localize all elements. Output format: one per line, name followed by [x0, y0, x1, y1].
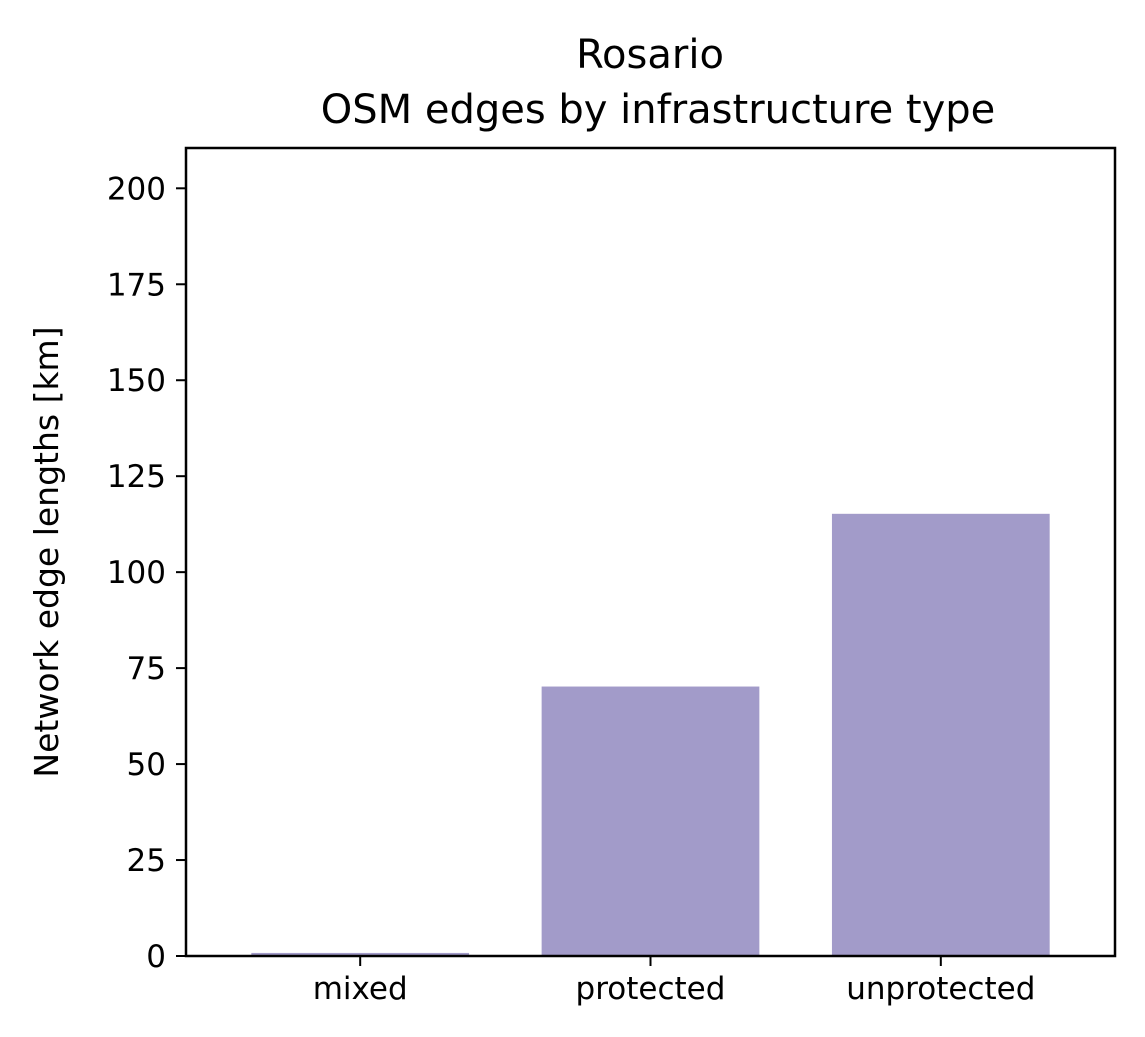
y-tick-label-175: 175 [107, 267, 166, 303]
x-tick-label-protected: protected [576, 971, 726, 1007]
chart-title-line-1: Rosario [576, 32, 724, 78]
plot-frame [184, 146, 1117, 958]
x-tick-label-unprotected: unprotected [846, 971, 1035, 1007]
chart-title: Rosario OSM edges by infrastructure type [321, 32, 996, 133]
bar-unprotected [831, 513, 1050, 956]
y-axis-ticks: 0 25 50 75 100 125 150 175 200 [107, 171, 186, 975]
y-tick-label-125: 125 [107, 459, 166, 495]
y-axis-label: Network edge lengths [km] [27, 326, 66, 777]
y-tick-label-0: 0 [146, 939, 166, 975]
bar-mixed [251, 952, 470, 956]
x-tick-label-mixed: mixed [313, 971, 408, 1007]
y-tick-label-75: 75 [127, 651, 166, 687]
bars-group [251, 513, 1050, 956]
y-tick-label-150: 150 [107, 363, 166, 399]
y-tick-label-25: 25 [127, 843, 166, 879]
y-tick-label-50: 50 [127, 747, 166, 783]
x-axis-ticks: mixed protected unprotected [313, 956, 1035, 1007]
y-tick-label-100: 100 [107, 555, 166, 591]
bar-protected [541, 686, 760, 956]
chart-title-line-2: OSM edges by infrastructure type [321, 87, 996, 133]
y-tick-label-200: 200 [107, 171, 166, 207]
